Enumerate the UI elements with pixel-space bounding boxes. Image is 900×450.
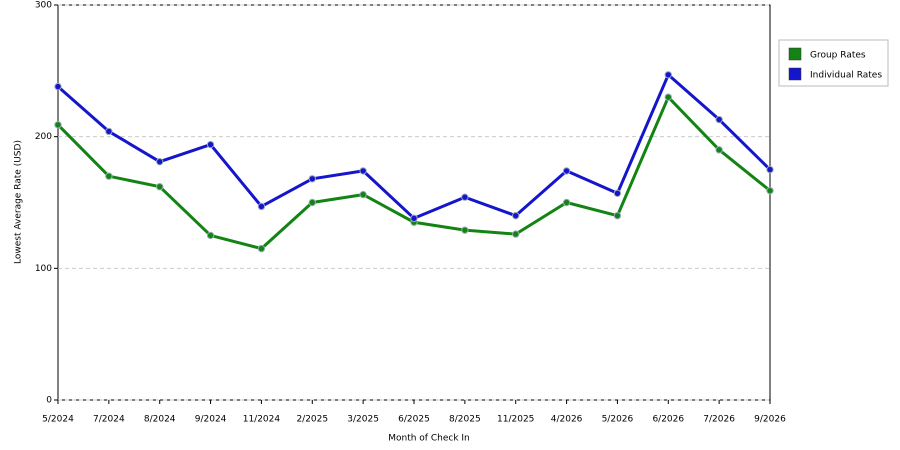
legend-label: Individual Rates — [810, 71, 882, 81]
x-tick-label: 11/2024 — [243, 415, 281, 425]
point — [715, 146, 723, 154]
point — [54, 121, 62, 129]
point — [410, 214, 418, 223]
legend-swatch — [788, 67, 802, 81]
point — [766, 186, 774, 195]
x-tick-label: 2/2025 — [296, 415, 328, 425]
x-tick-label: 9/2026 — [754, 415, 786, 425]
series-line — [57, 73, 772, 220]
x-tick-label: 5/2026 — [602, 415, 634, 425]
y-tick-label: 200 — [35, 132, 52, 142]
x-tick-label: 8/2025 — [449, 415, 481, 425]
point — [105, 172, 113, 180]
point — [512, 230, 520, 238]
point — [562, 198, 571, 207]
point — [54, 82, 62, 91]
x-tick-label: 3/2025 — [347, 415, 379, 425]
point — [156, 183, 164, 191]
point — [562, 167, 571, 175]
point — [715, 115, 723, 124]
x-axis-label: Month of Check In — [388, 434, 470, 444]
point — [206, 140, 215, 149]
point — [308, 198, 316, 207]
point — [664, 71, 672, 79]
point — [206, 231, 215, 240]
point — [308, 175, 316, 183]
x-tick-label: 9/2024 — [195, 415, 227, 425]
point — [461, 226, 469, 234]
y-tick-label: 300 — [35, 1, 52, 11]
x-tick-label: 4/2026 — [551, 415, 583, 425]
y-tick-label: 0 — [46, 396, 52, 406]
x-tick-label: 11/2025 — [497, 415, 534, 425]
legend-swatch — [788, 47, 802, 61]
legend-label: Group Rates — [810, 51, 866, 61]
point — [257, 244, 266, 253]
point — [359, 167, 367, 175]
x-tick-label: 7/2026 — [703, 415, 735, 425]
point — [257, 202, 266, 211]
point — [105, 127, 113, 136]
point — [512, 211, 520, 220]
x-tick-label: 7/2024 — [93, 415, 125, 425]
point — [664, 93, 672, 101]
y-axis-label: Lowest Average Rate (USD) — [14, 140, 24, 264]
point — [156, 157, 164, 166]
x-tick-label: 6/2025 — [398, 415, 430, 425]
point — [461, 193, 469, 201]
point — [613, 211, 622, 220]
x-tick-label: 6/2026 — [652, 415, 684, 425]
x-tick-label: 5/2024 — [42, 415, 74, 425]
point — [613, 189, 622, 197]
point — [766, 165, 774, 174]
y-tick-label: 100 — [35, 264, 52, 274]
plot-frame — [57, 4, 771, 401]
x-tick-label: 8/2024 — [144, 415, 176, 425]
point — [359, 190, 367, 199]
